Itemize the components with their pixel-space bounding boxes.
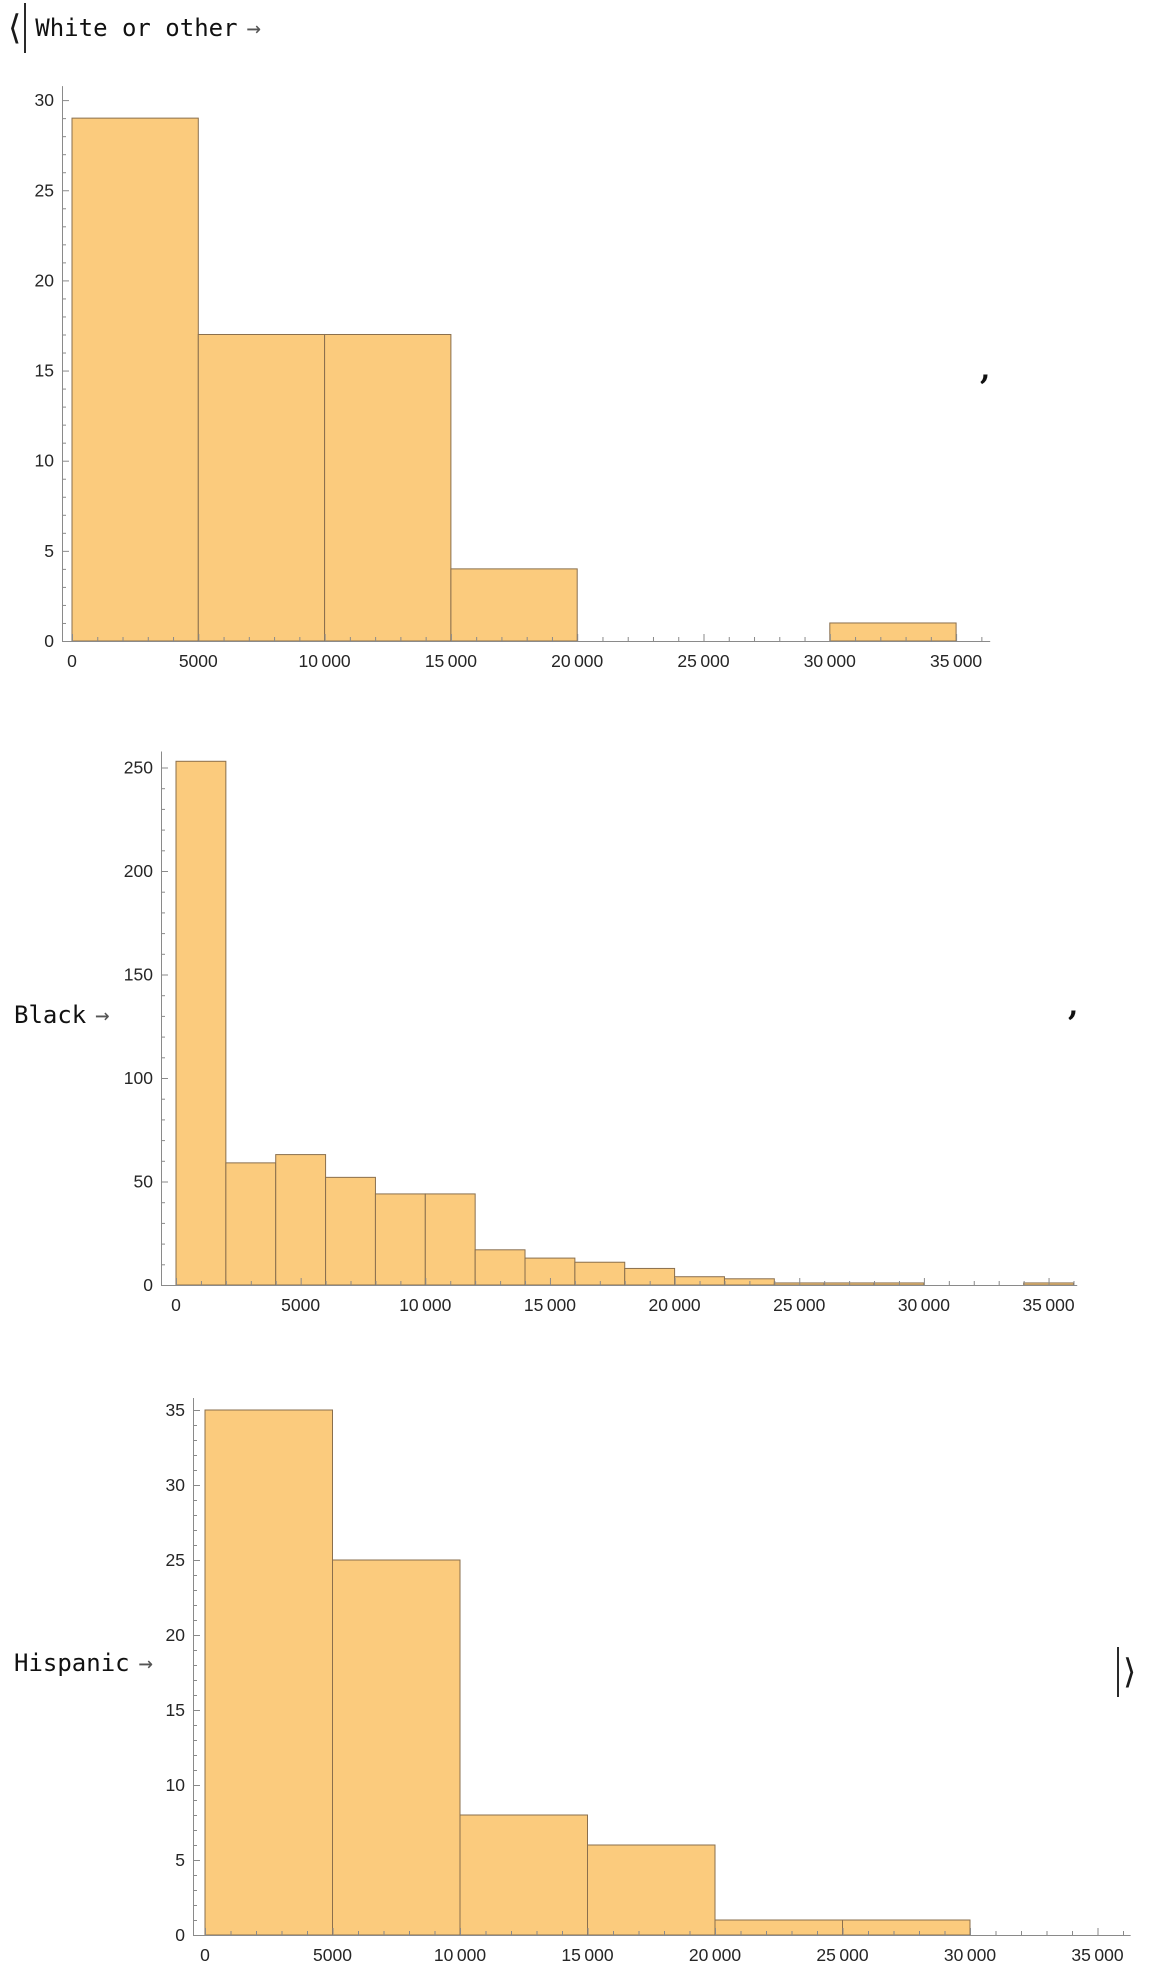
y-tick-label: 0	[44, 631, 54, 651]
histogram-bar	[842, 1919, 971, 1936]
histogram-white-or-other: 0 5000 10 000 15 000 20 000 25 000 30 000 35 00…	[35, 86, 991, 671]
x-tick-label: 30 000	[804, 651, 856, 671]
x-tick-label: 25 000	[773, 1295, 825, 1315]
rule-arrow-icon: →	[246, 14, 262, 42]
row-key-hispanic: Hispanic	[14, 1649, 130, 1677]
y-tick-label: 100	[124, 1068, 153, 1088]
row-key-black: Black	[14, 1001, 87, 1029]
x-tick-label: 10 000	[434, 1945, 486, 1965]
x-tick-label: 0	[200, 1945, 210, 1965]
histogram-bar	[424, 1193, 476, 1286]
histogram-bar	[275, 1154, 327, 1286]
y-tick-label: 20	[166, 1625, 186, 1645]
row-key-white-or-other: White or other	[35, 14, 238, 42]
y-tick-label: 25	[35, 180, 54, 200]
association-header: ⟨ White or other →	[8, 2, 261, 54]
x-tick-label: 35 000	[1022, 1295, 1074, 1315]
x-tick-label: 0	[67, 651, 77, 671]
histogram-bar	[325, 1176, 376, 1286]
y-tick-label: 30	[166, 1475, 186, 1495]
row-label-black: Black →	[14, 999, 110, 1031]
histogram-bar	[71, 117, 199, 642]
x-tick-label: 25 000	[816, 1945, 868, 1965]
y-tick-label: 200	[124, 861, 153, 881]
histogram-bar	[324, 333, 452, 642]
close-angle-bracket-icon: ⟩	[1123, 1652, 1137, 1692]
x-tick-label: 20 000	[649, 1295, 701, 1315]
y-tick-label: 10	[35, 451, 55, 471]
histogram-bar	[474, 1249, 526, 1286]
open-angle-bracket-icon: ⟨	[8, 8, 22, 48]
y-tick-label: 15	[166, 1700, 185, 1720]
y-tick-label: 0	[175, 1925, 185, 1945]
x-tick-label: 30 000	[898, 1295, 950, 1315]
x-tick-label: 20 000	[689, 1945, 741, 1965]
histogram-bar	[197, 333, 326, 642]
open-bar-icon	[24, 3, 27, 53]
association-close: ⟩	[1117, 1645, 1136, 1699]
x-tick-label: 35 000	[1071, 1945, 1123, 1965]
x-tick-label: 35 000	[930, 651, 982, 671]
histogram-bar	[225, 1162, 277, 1286]
x-tick-label: 10 000	[399, 1295, 451, 1315]
histogram-bar	[175, 760, 227, 1286]
y-tick-label: 15	[35, 361, 54, 381]
histogram-bar	[374, 1193, 426, 1286]
close-bar-icon	[1117, 1647, 1119, 1697]
histogram-bar	[332, 1559, 461, 1936]
rule-arrow-icon: →	[95, 1001, 110, 1029]
histogram-bar	[204, 1409, 333, 1936]
y-tick-label: 20	[35, 270, 55, 290]
row-label-hispanic: Hispanic →	[14, 1647, 153, 1679]
x-tick-label: 20 000	[551, 651, 603, 671]
y-tick-label: 35	[166, 1400, 185, 1420]
histogram-bar	[459, 1814, 588, 1936]
histogram-bar	[829, 622, 957, 642]
x-tick-label: 5000	[179, 651, 218, 671]
separator-comma-2: ,	[1068, 988, 1079, 1023]
x-tick-label: 5000	[281, 1295, 320, 1315]
rule-arrow-icon: →	[138, 1649, 154, 1677]
x-tick-label: 10 000	[299, 651, 351, 671]
histogram-bar	[587, 1844, 716, 1936]
x-tick-label: 15 000	[425, 651, 477, 671]
y-tick-label: 30	[35, 90, 55, 110]
y-tick-label: 0	[143, 1275, 153, 1295]
y-tick-label: 150	[124, 965, 153, 985]
histogram-bar	[674, 1276, 725, 1286]
x-tick-label: 15 000	[524, 1295, 576, 1315]
histogram-hispanic: 0 5000 10 000 15 000 20 000 25 000 30 000 35 00…	[166, 1398, 1131, 1965]
y-tick-label: 5	[44, 541, 54, 561]
histogram-black: 0 5000 10 000 15 000 20 000 25 000 30 000 35 00…	[124, 751, 1078, 1315]
x-tick-label: 5000	[313, 1945, 352, 1965]
histogram-bar	[714, 1919, 843, 1936]
x-tick-label: 30 000	[944, 1945, 996, 1965]
y-tick-label: 10	[166, 1775, 186, 1795]
y-tick-label: 5	[175, 1850, 185, 1870]
y-tick-label: 250	[124, 758, 153, 778]
x-tick-label: 15 000	[561, 1945, 613, 1965]
x-tick-label: 0	[171, 1295, 181, 1315]
histogram-bar	[450, 568, 578, 642]
separator-comma-1: ,	[980, 352, 991, 387]
x-tick-label: 25 000	[677, 651, 729, 671]
y-tick-label: 50	[134, 1172, 154, 1192]
y-tick-label: 25	[166, 1550, 185, 1570]
